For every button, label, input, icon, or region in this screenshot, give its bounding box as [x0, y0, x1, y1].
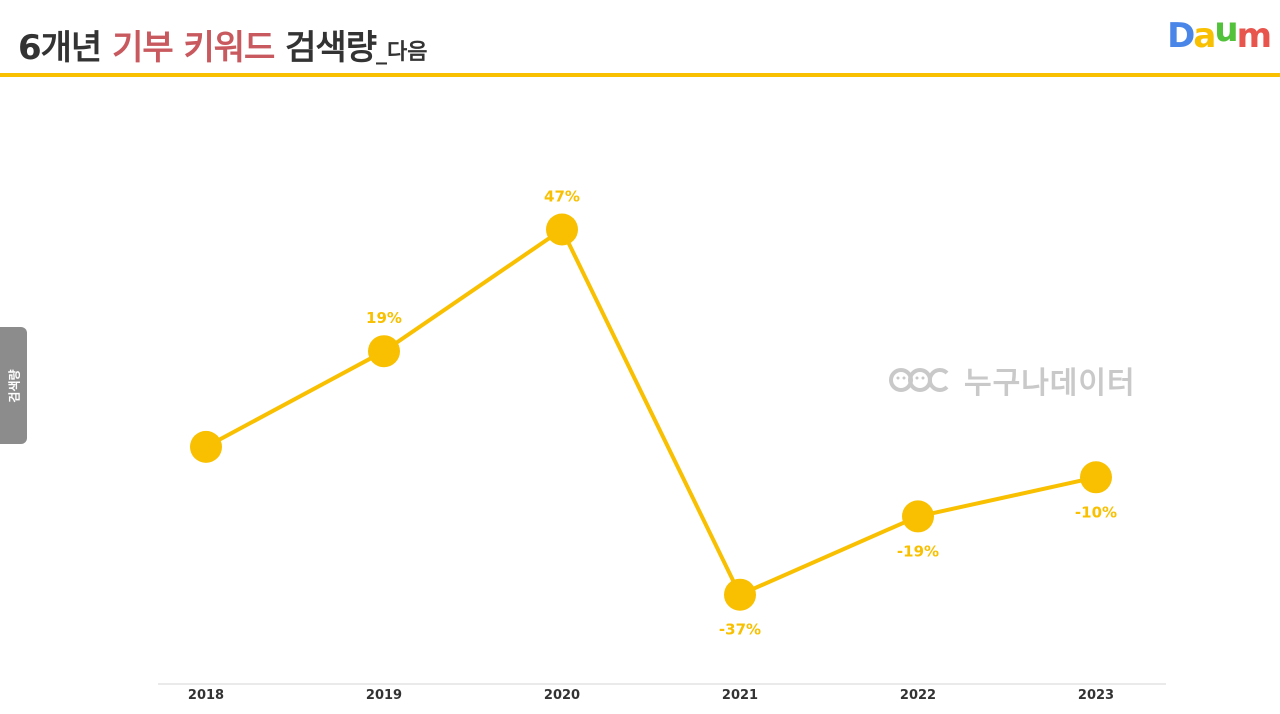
watermark-text: 누구나데이터: [964, 366, 1136, 401]
watermark: 누구나데이터: [888, 360, 1136, 401]
smiley-faces-icon: [889, 368, 949, 392]
title-part2: 검색량: [285, 28, 377, 68]
title-accent: 기부 키워드: [112, 28, 275, 68]
data-point-2023[interactable]: [1080, 461, 1112, 494]
title-part1: 6개년: [18, 28, 102, 68]
data-label-2021: -37%: [719, 621, 761, 639]
data-point-2021[interactable]: [724, 578, 756, 611]
series-line: [205, 227, 1097, 597]
data-label-2023: -10%: [1075, 503, 1117, 521]
logo-letter-u: u: [1214, 10, 1238, 50]
x-tick-label-2020: 2020: [544, 688, 580, 703]
logo-letter-m: m: [1236, 16, 1272, 56]
header-divider: [0, 73, 1280, 77]
x-tick-label-2021: 2021: [722, 688, 758, 703]
x-tick-label-2018: 2018: [188, 688, 224, 703]
data-point-2020[interactable]: [546, 213, 578, 246]
data-point-2018[interactable]: [190, 430, 222, 463]
page-title: 6개년 기부 키워드 검색량_다음: [18, 20, 427, 69]
side-tab[interactable]: 검색량: [0, 327, 27, 444]
x-tick-label-2023: 2023: [1078, 688, 1114, 703]
header: 6개년 기부 키워드 검색량_다음 Daum: [0, 0, 1280, 77]
data-point-2022[interactable]: [902, 500, 934, 533]
data-label-2022: -19%: [897, 542, 939, 560]
x-tick-label-2019: 2019: [366, 688, 402, 703]
data-point-2019[interactable]: [368, 335, 400, 368]
title-suffix: _다음: [376, 40, 428, 65]
daum-logo: Daum: [1167, 10, 1272, 56]
data-label-2019: 19%: [366, 309, 402, 327]
data-label-2020: 47%: [544, 187, 580, 205]
logo-letter-d: D: [1167, 16, 1195, 56]
logo-letter-a: a: [1193, 16, 1216, 56]
x-tick-label-2022: 2022: [900, 688, 936, 703]
